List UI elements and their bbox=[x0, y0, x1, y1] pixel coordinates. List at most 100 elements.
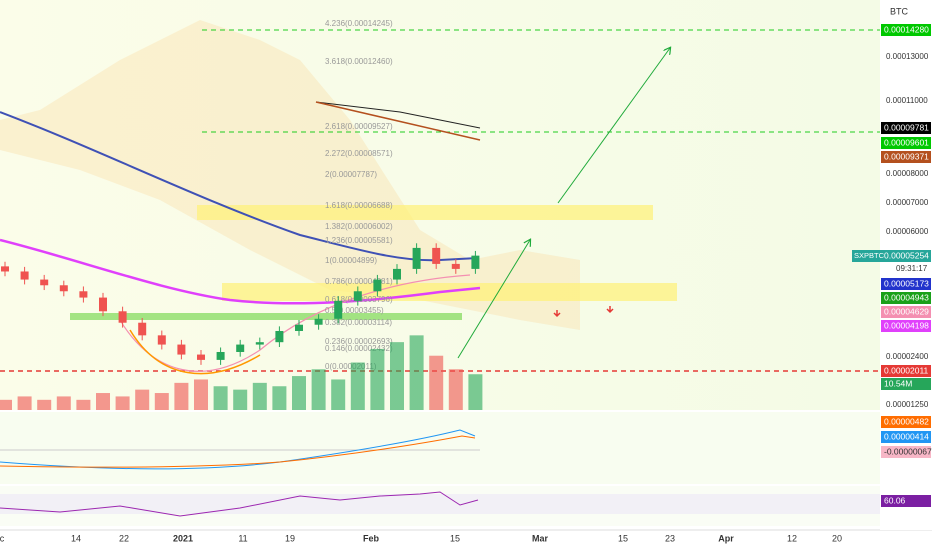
time-label: 14 bbox=[71, 533, 81, 543]
fib-label: 1.236(0.00005581) bbox=[325, 236, 393, 245]
price-tag-label: -0.00000067 bbox=[884, 446, 932, 456]
candle-body bbox=[275, 330, 284, 343]
candle-body bbox=[432, 247, 441, 264]
price-label: 0.00013000 bbox=[886, 52, 929, 61]
arrow bbox=[457, 240, 530, 359]
symbol-label: SXPBTC bbox=[854, 251, 885, 260]
price-tag bbox=[881, 137, 931, 149]
fib-label: 0.146(0.00002432) bbox=[325, 344, 393, 353]
currency: BTC bbox=[890, 6, 909, 16]
time-label: c bbox=[0, 533, 5, 543]
volume-bar bbox=[311, 369, 326, 410]
price-tag bbox=[881, 495, 931, 507]
time-label: 2021 bbox=[173, 533, 193, 543]
candle-body bbox=[216, 351, 225, 360]
candle-body bbox=[373, 279, 382, 292]
price-tag bbox=[881, 320, 931, 332]
candle-body bbox=[79, 291, 88, 298]
price-tag bbox=[881, 151, 931, 163]
time-label: 11 bbox=[238, 533, 247, 543]
volume-bar bbox=[350, 362, 365, 410]
curve bbox=[129, 329, 261, 375]
fib-label: 4.236(0.00014245) bbox=[325, 19, 393, 28]
time-label: Feb bbox=[363, 533, 380, 543]
volume-bar bbox=[272, 386, 287, 410]
volume-bar bbox=[0, 399, 12, 410]
volume-bar bbox=[370, 348, 385, 410]
volume-bar bbox=[292, 376, 306, 410]
volume-bar bbox=[76, 399, 91, 410]
volume-bar bbox=[96, 393, 110, 410]
signal bbox=[553, 306, 614, 318]
arrow bbox=[557, 48, 670, 204]
time-label: 15 bbox=[450, 533, 460, 543]
price-tag-label: 10.54M bbox=[884, 378, 912, 388]
volume-bar bbox=[135, 389, 150, 410]
countdown: 09:31:17 bbox=[896, 264, 928, 273]
candle-body bbox=[393, 268, 401, 280]
time-label: 22 bbox=[119, 533, 129, 543]
candle-body bbox=[471, 255, 480, 269]
time-label: 15 bbox=[618, 533, 628, 543]
candle-body bbox=[59, 285, 68, 292]
price-tag bbox=[881, 365, 931, 377]
price-tag bbox=[881, 250, 931, 262]
candle-body bbox=[99, 297, 107, 312]
price-tag bbox=[881, 416, 931, 428]
price-label: 0.00001250 bbox=[886, 400, 929, 409]
volume-bar bbox=[194, 379, 208, 410]
candle-body bbox=[1, 266, 9, 272]
rsi-band bbox=[0, 494, 880, 514]
price-tag-label: 0.00009781 bbox=[884, 122, 929, 132]
candle-body bbox=[118, 311, 127, 323]
price-label: 0.00002400 bbox=[886, 352, 929, 361]
candle-body bbox=[40, 279, 49, 286]
fib-label: 2(0.00007787) bbox=[325, 170, 377, 179]
volume-bar bbox=[448, 369, 463, 410]
candle-body bbox=[334, 300, 343, 319]
price-tag bbox=[881, 24, 931, 36]
volume-bar bbox=[331, 379, 346, 410]
price-tag-label: 0.00002011 bbox=[884, 365, 929, 375]
volume-bar bbox=[252, 382, 267, 410]
rsi-line bbox=[0, 491, 479, 517]
fib-label: 3.618(0.00012460) bbox=[325, 57, 393, 66]
price-label: 0.00006000 bbox=[886, 227, 929, 236]
fib-label: 2.618(0.00009527) bbox=[325, 122, 393, 131]
time-label: 23 bbox=[665, 533, 675, 543]
candle-body bbox=[20, 271, 29, 280]
price-tag-label: 0.00009601 bbox=[884, 137, 929, 147]
volume-bar bbox=[115, 396, 130, 410]
price-label: 0.00011000 bbox=[886, 96, 928, 105]
moving-average bbox=[0, 238, 481, 305]
price-tag-label: 60.06 bbox=[884, 495, 906, 505]
volume-bar bbox=[409, 335, 424, 410]
symbol-badge bbox=[852, 250, 881, 262]
price-tag-label: 0.00005173 bbox=[884, 278, 929, 288]
fib-label: 1.618(0.00006688) bbox=[325, 201, 393, 210]
candle-body bbox=[353, 291, 362, 301]
fib-label: 1.382(0.00006002) bbox=[325, 222, 393, 231]
candle-body bbox=[236, 344, 245, 352]
candle-body bbox=[197, 354, 205, 360]
candle-body bbox=[138, 322, 147, 336]
volume-bar bbox=[17, 396, 32, 410]
volume-bar bbox=[174, 382, 189, 410]
price-tag-label: 0.00009371 bbox=[884, 151, 929, 161]
volume-bar bbox=[56, 396, 71, 410]
fib-label: 2.272(0.00008571) bbox=[325, 149, 393, 158]
time-label: 12 bbox=[787, 533, 797, 543]
price-tag-label: 0.00004198 bbox=[884, 320, 929, 330]
price-tag-label: 0.00000414 bbox=[884, 431, 929, 441]
price-tag-label: 0.00004943 bbox=[884, 292, 929, 302]
macd-pane bbox=[0, 412, 880, 484]
signal-line bbox=[0, 435, 476, 468]
time-label: Apr bbox=[718, 533, 734, 543]
price-tag bbox=[881, 306, 931, 318]
moving-average bbox=[0, 111, 479, 262]
time-label: 19 bbox=[285, 533, 295, 543]
candle-body bbox=[295, 324, 303, 331]
price-tag bbox=[881, 122, 931, 134]
candle-body bbox=[412, 247, 421, 269]
